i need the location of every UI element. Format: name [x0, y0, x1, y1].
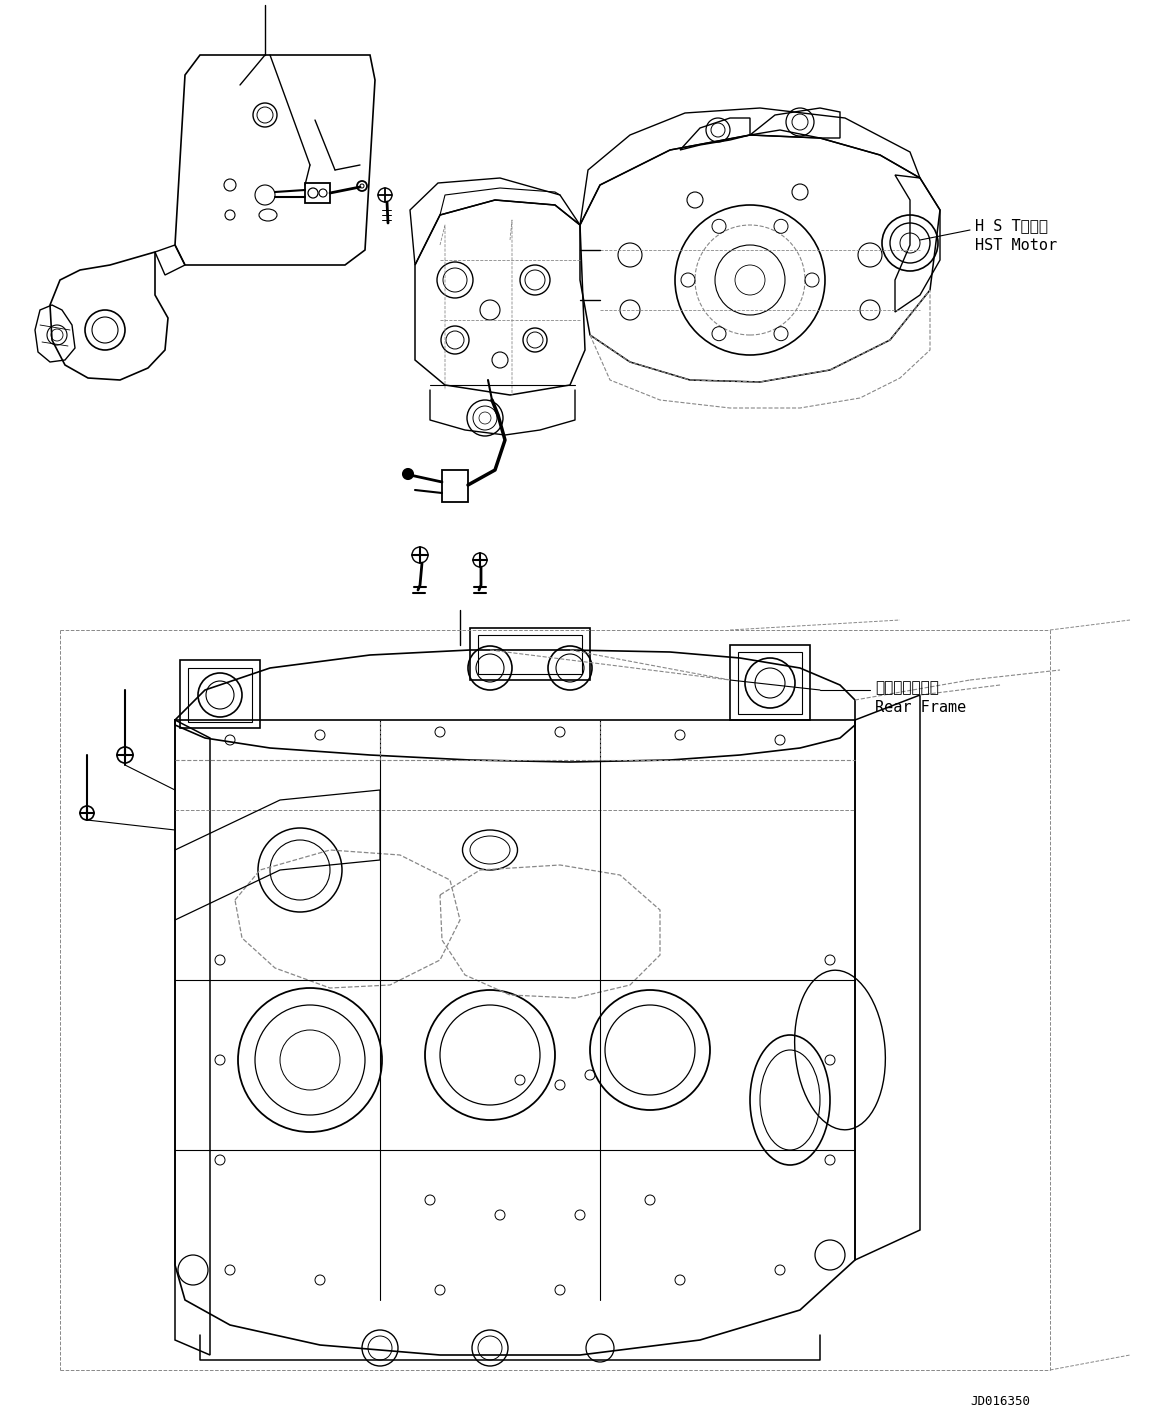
- Text: リヤーフレーム: リヤーフレーム: [875, 680, 939, 696]
- Text: Rear Frame: Rear Frame: [875, 700, 966, 715]
- Text: H S Tモータ: H S Tモータ: [975, 218, 1048, 233]
- Text: HST Motor: HST Motor: [975, 238, 1057, 253]
- Circle shape: [404, 469, 413, 479]
- Text: JD016350: JD016350: [970, 1396, 1030, 1408]
